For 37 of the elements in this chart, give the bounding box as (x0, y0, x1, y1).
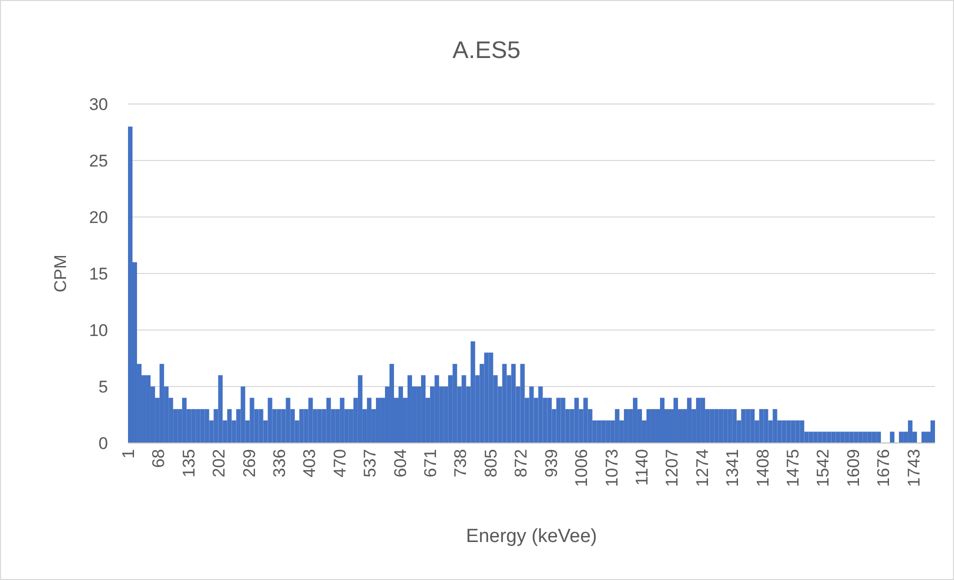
x-tick-label: 1743 (904, 449, 924, 487)
y-tick-label: 0 (98, 434, 108, 453)
x-tick-label: 336 (270, 449, 289, 478)
x-tick-label: 1542 (814, 449, 833, 487)
x-tick-label: 202 (210, 449, 229, 478)
x-tick-label: 872 (512, 449, 531, 478)
x-tick-label: 1609 (844, 449, 863, 487)
x-tick-label: 135 (179, 449, 198, 478)
y-tick-label: 25 (89, 151, 108, 170)
x-tick-label: 68 (149, 449, 168, 468)
x-tick-label: 1006 (572, 449, 592, 487)
x-tick-label: 1341 (723, 449, 742, 487)
x-tick-label: 1475 (783, 449, 802, 487)
x-tick-label: 537 (360, 449, 380, 478)
x-tick-label: 738 (451, 449, 470, 478)
y-tick-label: 20 (89, 208, 108, 227)
x-tick-label: 1207 (662, 449, 682, 487)
x-tick-label: 939 (542, 449, 561, 478)
y-tick-label: 5 (98, 377, 108, 396)
x-tick-label: 403 (300, 449, 320, 478)
x-tick-label: 470 (330, 449, 350, 478)
y-tick-label: 15 (89, 264, 108, 284)
x-tick-label: 671 (421, 449, 440, 478)
y-tick-label: 10 (89, 320, 108, 340)
chart-title: A.ES5 (452, 37, 521, 64)
x-tick-label: 269 (240, 449, 259, 478)
x-tick-label: 1408 (753, 449, 772, 487)
x-tick-label: 1274 (692, 449, 712, 487)
x-tick-label: 604 (390, 449, 410, 478)
x-tick-label: 1073 (602, 449, 622, 487)
x-axis-title: Energy (keVee) (466, 526, 597, 547)
y-tick-label: 30 (89, 94, 108, 114)
x-tick-label: 805 (481, 449, 500, 478)
x-tick-label: 1676 (874, 449, 894, 487)
x-tick-label: 1140 (632, 449, 652, 486)
y-axis-title: CPM (51, 254, 70, 292)
x-tick-label: 1 (118, 449, 138, 458)
